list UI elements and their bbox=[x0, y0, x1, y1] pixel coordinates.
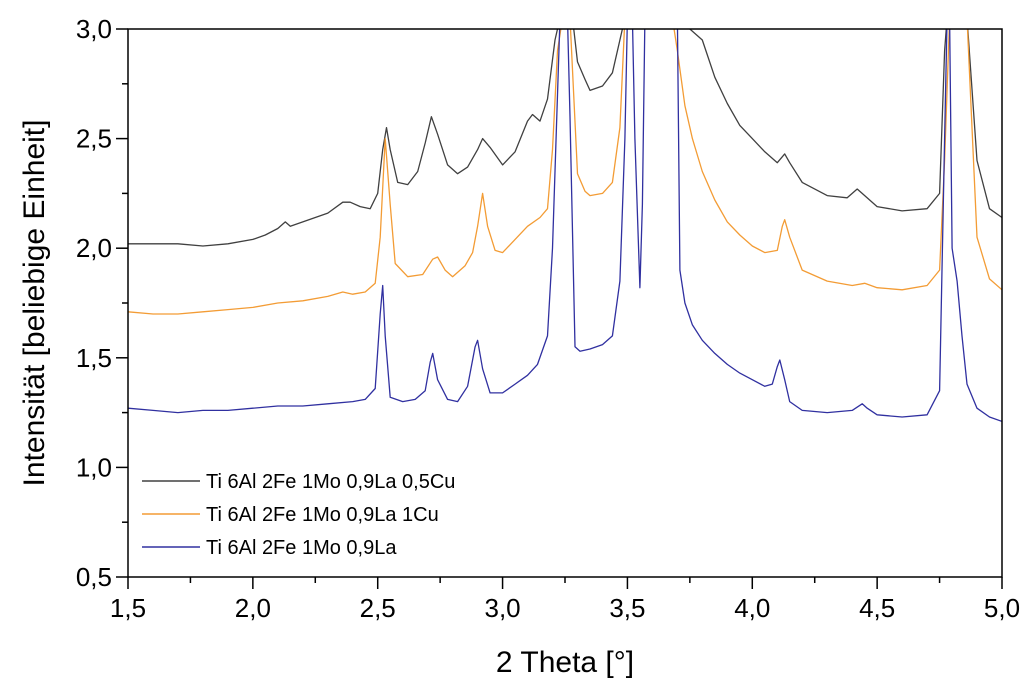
legend-label: Ti 6Al 2Fe 1Mo 0,9La bbox=[206, 537, 397, 559]
axes bbox=[127, 28, 1003, 578]
series-layer bbox=[128, 29, 1002, 423]
x-tick-label: 1,5 bbox=[110, 593, 146, 623]
series-line-2 bbox=[128, 29, 1002, 315]
y-tick-label: 3,0 bbox=[76, 14, 112, 44]
y-tick-label: 1,5 bbox=[76, 343, 112, 373]
plot-frame bbox=[127, 28, 1003, 578]
legend-label: Ti 6Al 2Fe 1Mo 0,9La 1Cu bbox=[206, 504, 439, 526]
x-tick-label: 2,5 bbox=[360, 593, 396, 623]
x-tick-label: 4,5 bbox=[859, 593, 895, 623]
x-tick-label: 2,0 bbox=[235, 593, 271, 623]
x-tick-label: 3,5 bbox=[609, 593, 645, 623]
x-tick-label: 5,0 bbox=[984, 593, 1020, 623]
y-tick-label: 2,0 bbox=[76, 233, 112, 263]
y-tick-label: 2,5 bbox=[76, 124, 112, 154]
x-tick-label: 3,0 bbox=[484, 593, 520, 623]
legend-label: Ti 6Al 2Fe 1Mo 0,9La 0,5Cu bbox=[206, 471, 455, 493]
tick-marks bbox=[116, 28, 1003, 589]
y-tick-label: 0,5 bbox=[76, 562, 112, 592]
y-axis-title: Intensität [beliebige Einheit] bbox=[18, 120, 51, 487]
y-tick-label: 1,0 bbox=[76, 452, 112, 482]
series-line-3 bbox=[128, 29, 1002, 423]
tick-labels: 1,5 2,0 2,5 3,0 3,5 4,0 4,5 5,0 0,5 1,0 1,5 2,0 2,5 3… bbox=[76, 14, 1020, 623]
legend: Ti 6Al 2Fe 1Mo 0,9La 0,5Cu Ti 6Al 2Fe 1Mo… bbox=[142, 471, 455, 559]
series-line-1 bbox=[128, 29, 1002, 247]
x-axis-title: 2 Theta [°] bbox=[496, 646, 634, 679]
x-tick-label: 4,0 bbox=[734, 593, 770, 623]
